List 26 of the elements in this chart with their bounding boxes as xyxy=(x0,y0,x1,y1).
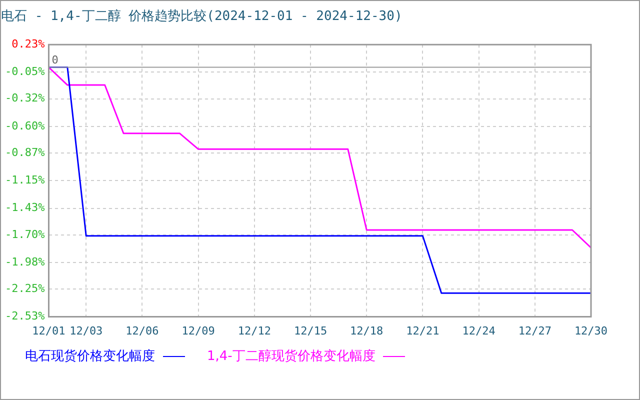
y-tick-label: -1.98% xyxy=(4,255,46,268)
legend-label: 电石现货价格变化幅度 xyxy=(25,348,155,365)
y-tick-label: -2.25% xyxy=(4,282,46,296)
legend-label: 1,4-丁二醇现货价格变化幅度 xyxy=(207,348,376,365)
x-tick-label: 12/21 xyxy=(406,324,440,338)
y-tick-label: -1.43% xyxy=(4,201,46,214)
chart-title: 电石 - 1,4-丁二醇 价格趋势比较(2024-12-01 - 2024-12-30) xyxy=(1,9,402,24)
x-tick-label: 12/24 xyxy=(462,324,496,338)
y-tick-label: -1.15% xyxy=(4,174,46,187)
x-tick-label: 12/15 xyxy=(294,324,328,338)
x-tick-label: 12/01 xyxy=(32,324,66,338)
x-tick-label: 12/06 xyxy=(126,324,159,338)
x-tick-label: 12/18 xyxy=(350,324,384,338)
y-tick-label: -2.53% xyxy=(4,310,46,323)
y-tick-label: 0.23% xyxy=(12,37,46,50)
y-tick-label: -0.87% xyxy=(4,146,46,159)
y-tick-label: -1.70% xyxy=(4,228,46,241)
y-tick-label: -0.32% xyxy=(4,92,46,105)
y-tick-label: -0.05% xyxy=(4,65,46,78)
x-tick-label: 12/12 xyxy=(238,324,271,338)
x-tick-label: 12/30 xyxy=(574,324,608,338)
ref-line-label: 0 xyxy=(52,54,58,67)
x-tick-label: 12/27 xyxy=(518,324,552,338)
x-tick-label: 12/09 xyxy=(182,324,215,338)
x-tick-label: 12/03 xyxy=(70,324,103,338)
y-tick-label: -0.60% xyxy=(4,119,46,132)
